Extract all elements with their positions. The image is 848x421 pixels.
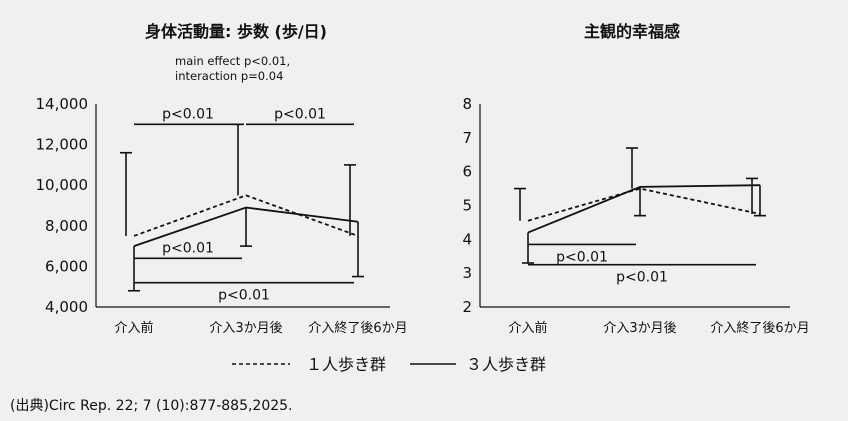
legend-label-group1: １人歩き群 bbox=[306, 355, 386, 374]
annotation-main-effect: main effect p<0.01, bbox=[175, 54, 290, 68]
significance-label: p<0.01 bbox=[162, 240, 214, 256]
x-tick-label: 介入3か月後 bbox=[603, 321, 676, 336]
x-tick-label: 介入3か月後 bbox=[209, 321, 282, 336]
y-tick-label: 8 bbox=[462, 95, 472, 113]
y-tick-label: 3 bbox=[462, 264, 472, 282]
series-line-dashed bbox=[133, 194, 359, 237]
y-tick-label: 5 bbox=[462, 197, 472, 215]
y-tick-label: 7 bbox=[462, 129, 472, 147]
x-tick-label: 介入前 bbox=[114, 320, 153, 336]
y-tick-label: 4 bbox=[462, 230, 472, 248]
significance-label: p<0.01 bbox=[556, 249, 608, 265]
chart-wellbeing: 2 3 4 5 6 7 8 介入前 介入3か月後 介入終了後6か月 p<0.01 p<0.01 bbox=[462, 95, 809, 336]
significance-label: p<0.01 bbox=[616, 270, 668, 286]
significance-label: p<0.01 bbox=[162, 106, 214, 122]
y-tick-label: 6,000 bbox=[45, 257, 88, 275]
series-line-solid bbox=[527, 184, 761, 234]
x-tick-label: 介入終了後6か月 bbox=[710, 320, 809, 336]
legend-label-group3: ３人歩き群 bbox=[466, 355, 546, 374]
significance-label: p<0.01 bbox=[218, 288, 270, 304]
chart-title-wellbeing: 主観的幸福感 bbox=[584, 22, 680, 41]
y-tick-label: 12,000 bbox=[36, 136, 89, 154]
x-tick-label: 介入前 bbox=[508, 320, 547, 336]
series-line-dashed bbox=[527, 187, 761, 222]
source-citation: (出典)Circ Rep. 22; 7 (10):877-885,2025. bbox=[10, 398, 293, 414]
y-tick-label: 6 bbox=[462, 163, 472, 181]
y-tick-label: 2 bbox=[462, 298, 472, 316]
chart-steps: 4,000 6,000 8,000 10,000 12,000 14,000 介入前 介入3か… bbox=[36, 95, 408, 336]
legend: １人歩き群 ３人歩き群 bbox=[232, 355, 546, 374]
y-tick-label: 14,000 bbox=[36, 95, 89, 113]
chart-title-steps: 身体活動量: 歩数 (歩/日) bbox=[145, 22, 327, 41]
y-tick-label: 8,000 bbox=[45, 217, 88, 235]
x-tick-label: 介入終了後6か月 bbox=[308, 320, 407, 336]
annotation-interaction: interaction p=0.04 bbox=[175, 69, 283, 83]
y-tick-label: 10,000 bbox=[36, 176, 89, 194]
y-tick-label: 4,000 bbox=[45, 298, 88, 316]
significance-label: p<0.01 bbox=[274, 106, 326, 122]
